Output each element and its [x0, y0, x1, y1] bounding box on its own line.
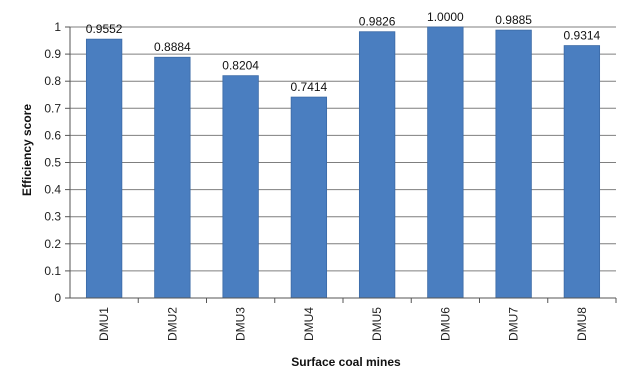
y-tick-label: 0.3 — [44, 210, 61, 224]
y-tick-label: 0.5 — [44, 156, 61, 170]
y-tick-label: 0.2 — [44, 237, 61, 251]
x-tick-label: DMU5 — [370, 307, 384, 341]
y-tick-label: 1 — [54, 20, 61, 34]
x-tick-labels: DMU1 DMU2 DMU3 DMU4 DMU5 DMU6 DMU7 DMU8 — [97, 307, 589, 341]
axes — [65, 26, 617, 303]
data-label: 0.8204 — [222, 59, 259, 73]
x-tick-label: DMU1 — [97, 307, 111, 341]
bar-dmu2 — [154, 56, 191, 299]
bar-dmu5 — [358, 31, 396, 299]
y-tick-label: 0.6 — [44, 128, 61, 142]
x-tick-label: DMU2 — [165, 307, 179, 341]
x-tick-label: DMU3 — [234, 307, 248, 341]
data-label: 0.9826 — [359, 15, 396, 29]
y-tick-labels: 0 0.1 0.2 0.3 0.4 0.5 0.6 0.7 0.8 0.9 1 — [44, 20, 61, 305]
y-tick-label: 0.1 — [44, 264, 61, 278]
data-label: 1.0000 — [427, 10, 464, 24]
bar-dmu8 — [563, 45, 601, 299]
data-label: 0.8884 — [154, 40, 191, 54]
bar-dmu7 — [495, 29, 532, 299]
y-tick-label: 0.4 — [44, 183, 61, 197]
data-labels: 0.9552 0.8884 0.8204 0.7414 0.9826 1.0000 0.98… — [86, 10, 601, 94]
bar-dmu6 — [427, 26, 464, 299]
y-tick-label: 0.7 — [44, 101, 61, 115]
y-tick-label: 0 — [54, 291, 61, 305]
y-axis-title: Efficiency score — [20, 104, 34, 196]
y-tick-label: 0.9 — [44, 47, 61, 61]
gridlines — [70, 26, 616, 272]
bar-dmu4 — [290, 96, 328, 299]
bar-dmu3 — [222, 75, 259, 299]
data-label: 0.9885 — [495, 13, 532, 27]
x-tick-label: DMU4 — [302, 307, 316, 341]
x-tick-label: DMU8 — [575, 307, 589, 341]
x-tick-label: DMU7 — [507, 307, 521, 341]
x-tick-label: DMU6 — [438, 307, 452, 341]
y-tick-label: 0.8 — [44, 74, 61, 88]
data-label: 0.7414 — [291, 80, 328, 94]
bar-dmu1 — [85, 38, 123, 299]
x-axis-title: Surface coal mines — [291, 355, 401, 369]
data-label: 0.9314 — [564, 29, 601, 43]
data-label: 0.9552 — [86, 22, 123, 36]
